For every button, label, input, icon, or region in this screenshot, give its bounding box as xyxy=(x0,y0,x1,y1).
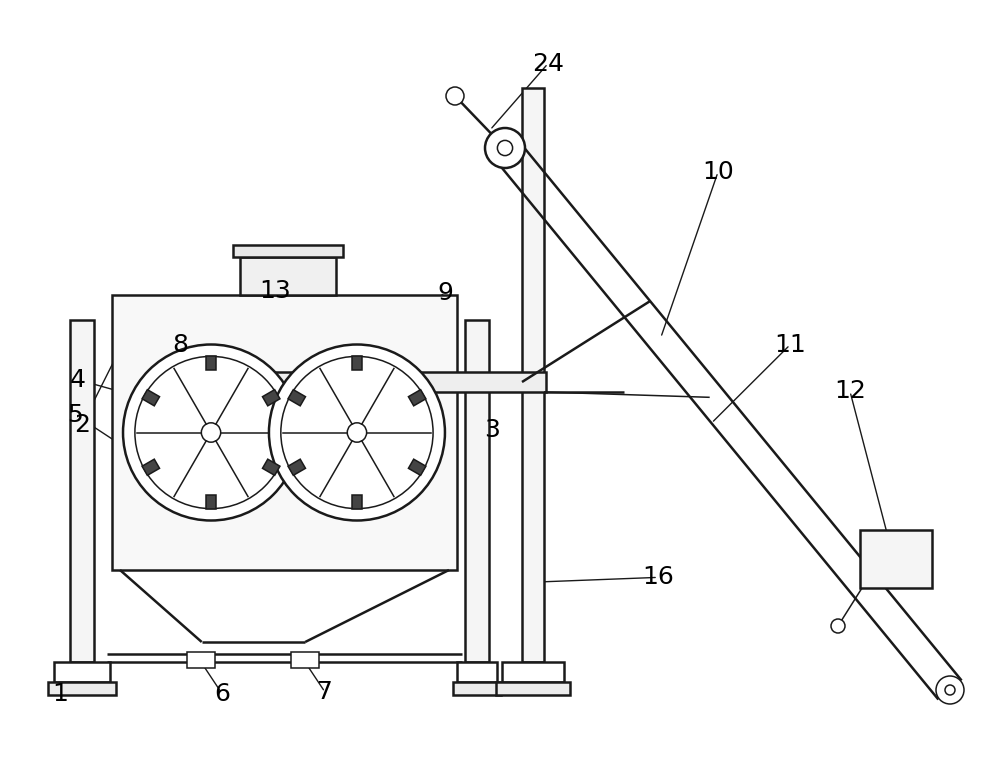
Bar xyxy=(453,682,501,695)
Bar xyxy=(291,652,319,668)
Circle shape xyxy=(945,685,955,695)
Bar xyxy=(457,662,497,682)
Circle shape xyxy=(497,140,513,156)
Text: 9: 9 xyxy=(437,281,453,305)
Circle shape xyxy=(485,128,525,168)
Bar xyxy=(408,390,426,406)
Text: 5: 5 xyxy=(67,403,83,426)
Text: 16: 16 xyxy=(642,566,674,589)
Bar xyxy=(860,530,932,588)
Bar xyxy=(288,390,305,406)
Circle shape xyxy=(446,87,464,105)
Bar xyxy=(496,682,570,695)
Bar xyxy=(142,459,160,475)
Circle shape xyxy=(831,619,845,633)
Circle shape xyxy=(201,423,221,443)
Text: 1: 1 xyxy=(52,682,68,705)
Text: 7: 7 xyxy=(317,680,333,704)
Bar xyxy=(522,88,544,662)
Circle shape xyxy=(936,676,964,704)
Bar xyxy=(352,356,362,370)
Text: 2: 2 xyxy=(74,413,90,436)
Text: 8: 8 xyxy=(172,333,188,356)
Bar xyxy=(352,495,362,509)
Circle shape xyxy=(123,345,299,521)
Text: 12: 12 xyxy=(834,380,866,403)
Bar xyxy=(187,652,215,668)
Circle shape xyxy=(347,423,367,443)
Bar xyxy=(288,459,305,475)
Bar xyxy=(48,682,116,695)
Bar xyxy=(502,662,564,682)
Text: 3: 3 xyxy=(484,418,500,442)
Circle shape xyxy=(269,345,445,521)
Bar xyxy=(112,295,457,570)
Bar xyxy=(206,356,216,370)
Bar xyxy=(233,245,343,257)
Bar xyxy=(240,257,336,295)
Text: 4: 4 xyxy=(70,368,86,391)
Text: 10: 10 xyxy=(702,160,734,184)
Bar xyxy=(262,390,280,406)
Text: 11: 11 xyxy=(774,333,806,356)
Text: 13: 13 xyxy=(259,279,291,302)
Text: 24: 24 xyxy=(532,52,564,75)
Bar xyxy=(262,459,280,475)
Bar xyxy=(142,390,160,406)
Bar xyxy=(54,662,110,682)
Bar xyxy=(70,320,94,662)
Bar xyxy=(206,495,216,509)
Bar xyxy=(465,320,489,662)
Bar xyxy=(408,459,426,475)
Bar xyxy=(225,372,546,392)
Text: 6: 6 xyxy=(214,682,230,705)
